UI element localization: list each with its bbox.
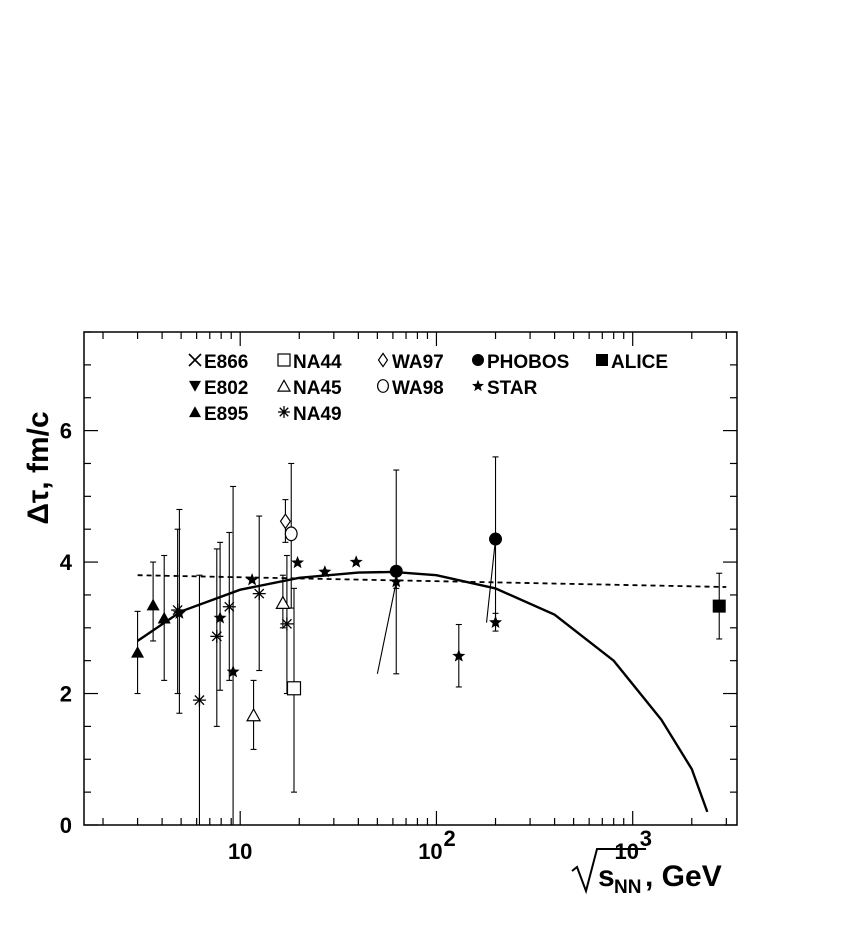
na49-point bbox=[210, 629, 224, 643]
alice-point bbox=[712, 599, 726, 613]
phobos-point bbox=[389, 564, 403, 578]
legend-label-e866: E866 bbox=[204, 352, 248, 373]
legend-label-na44: NA44 bbox=[293, 352, 342, 373]
na45-point bbox=[275, 595, 291, 609]
y-tick-label: 2 bbox=[60, 682, 72, 707]
na44-point bbox=[286, 681, 302, 696]
star-point bbox=[489, 615, 503, 629]
legend-marker-na45 bbox=[276, 379, 292, 392]
plot-frame bbox=[83, 331, 738, 826]
legend-label-e895: E895 bbox=[204, 404, 249, 425]
e895-point bbox=[146, 598, 160, 611]
x-tick-exponent: 3 bbox=[640, 826, 652, 851]
na49-point bbox=[222, 600, 236, 614]
legend-marker-e866 bbox=[188, 353, 202, 367]
star-point bbox=[318, 565, 332, 578]
x-tick-label: 10 bbox=[228, 839, 252, 864]
fit-curve-solid bbox=[136, 570, 709, 813]
x-tick-label: 10 bbox=[418, 839, 442, 864]
legend-label-wa97: WA97 bbox=[392, 352, 444, 373]
x-axis-unit: , GeV bbox=[645, 860, 722, 893]
y-tick-label: 4 bbox=[60, 550, 73, 575]
y-axis-title: Δτ, fm/c bbox=[22, 411, 55, 524]
fit-curve-dashed bbox=[137, 574, 727, 588]
wa98-point bbox=[284, 526, 298, 542]
legend-marker-alice bbox=[596, 354, 608, 366]
star-point bbox=[245, 572, 259, 586]
legend-marker-e895 bbox=[189, 406, 201, 418]
data-points bbox=[131, 513, 726, 722]
legend-label-alice: ALICE bbox=[611, 352, 668, 373]
axis-ticks bbox=[84, 331, 737, 826]
wa97-point bbox=[279, 513, 292, 530]
error-bars bbox=[134, 456, 723, 825]
na45-point bbox=[246, 707, 262, 722]
legend-marker-na44 bbox=[277, 353, 291, 367]
sqrt-sign bbox=[571, 848, 646, 895]
star-point bbox=[389, 574, 403, 588]
legend-label-e802: E802 bbox=[204, 378, 248, 399]
na49-point bbox=[171, 603, 185, 617]
legend-label-wa98: WA98 bbox=[392, 378, 444, 399]
star-point bbox=[349, 555, 363, 568]
y-tick-label: 6 bbox=[60, 419, 72, 444]
y-tick-label: 0 bbox=[60, 813, 72, 838]
connector-line bbox=[485, 539, 497, 623]
e895-point bbox=[157, 611, 171, 624]
legend-marker-wa97 bbox=[377, 352, 389, 368]
e895-point bbox=[131, 645, 145, 658]
x-axis-title: s NN , GeV bbox=[571, 848, 722, 898]
legend-label-na49: NA49 bbox=[293, 404, 342, 425]
legend-marker-e802 bbox=[189, 380, 201, 392]
x-axis-subscript: NN bbox=[614, 877, 641, 898]
legend-label-na45: NA45 bbox=[293, 378, 342, 399]
na49-point bbox=[280, 617, 294, 631]
connector-line bbox=[376, 581, 397, 674]
legend-marker-wa98 bbox=[377, 379, 390, 393]
x-tick-exponent: 2 bbox=[443, 826, 455, 851]
star-point bbox=[291, 555, 305, 569]
legend-marker-star bbox=[472, 379, 484, 392]
na49-point bbox=[252, 587, 266, 601]
legend-marker-na49 bbox=[278, 406, 290, 418]
star-point bbox=[172, 606, 186, 619]
x-axis-symbol: s bbox=[598, 860, 615, 893]
phobos-point bbox=[489, 532, 503, 546]
star-point bbox=[226, 665, 240, 678]
fit-curves bbox=[136, 539, 727, 813]
legend-label-star: STAR bbox=[487, 378, 538, 399]
legend: E866 NA44 WA97 PHOBOS ALICE E802 NA45 WA98 STAR E… bbox=[188, 352, 668, 425]
star-point bbox=[213, 611, 227, 624]
legend-marker-phobos bbox=[472, 354, 484, 366]
na49-point bbox=[192, 693, 206, 707]
legend-label-phobos: PHOBOS bbox=[487, 352, 569, 373]
x-tick-label: 10 bbox=[614, 839, 638, 864]
star-point bbox=[452, 649, 466, 662]
